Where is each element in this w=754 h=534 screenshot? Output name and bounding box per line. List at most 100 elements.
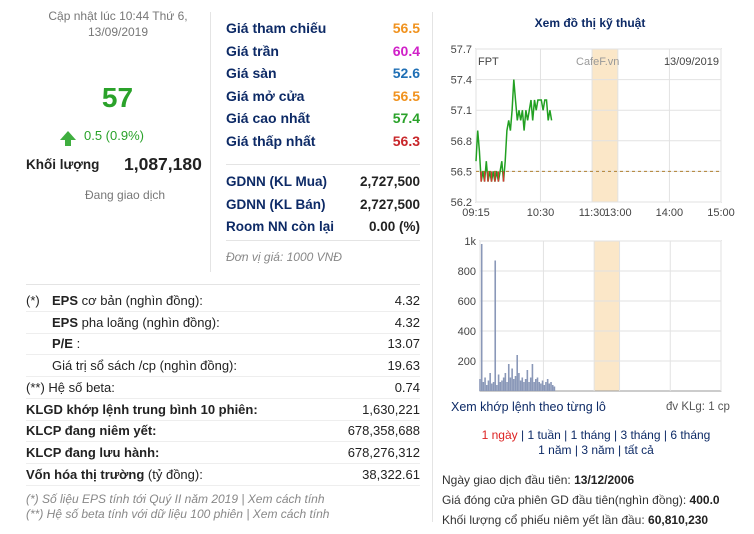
ref-price-label: Giá mở cửa — [226, 87, 305, 104]
fundamental-value: 38,322.61 — [362, 466, 420, 482]
ref-price-label: Giá tham chiếu — [226, 20, 327, 36]
divider — [432, 12, 433, 522]
volume-value: 1,087,180 — [124, 154, 202, 174]
fundamental-prefix: (**) — [26, 379, 45, 395]
price-tick-label: 56.2 — [451, 197, 472, 209]
divider — [210, 12, 211, 272]
period-link[interactable]: 3 tháng — [620, 428, 661, 442]
technical-chart-link[interactable]: Xem đồ thị kỹ thuật — [534, 16, 646, 30]
fundamental-label-text: : — [72, 336, 81, 352]
period-link[interactable]: tất cả — [624, 443, 654, 457]
fundamental-value: 678,276,312 — [347, 444, 420, 460]
time-tick-label: 09:15 — [462, 207, 490, 219]
fundamental-value: 4.32 — [394, 314, 420, 330]
separator — [26, 284, 420, 285]
period-separator: | — [660, 428, 671, 442]
first-close-value: 400.0 — [689, 493, 720, 507]
period-link[interactable]: 1 ngày — [481, 428, 518, 442]
ref-price-value: 60.4 — [392, 42, 420, 59]
foreign-label: GDNN (KL Bán) — [226, 196, 326, 212]
ref-price-value: 56.5 — [392, 20, 420, 36]
foreign-row: GDNN (KL Bán) 2,727,500 — [226, 195, 420, 218]
current-price: 57 — [101, 82, 134, 113]
footnote-beta[interactable]: (**) Hệ số beta tính với dữ liệu 100 phi… — [26, 507, 330, 521]
foreign-trading: GDNN (KL Mua) 2,727,500 GDNN (KL Bán) 2,727… — [226, 172, 420, 240]
fundamental-label-text: (tỷ đồng): — [144, 466, 203, 482]
fundamental-value: 4.32 — [394, 293, 420, 308]
volume-chart: 1k 800 600 400 200 — [458, 236, 722, 392]
time-tick-label: 13:00 — [604, 207, 632, 219]
separator — [226, 240, 420, 241]
foreign-label: GDNN (KL Mua) — [226, 174, 327, 189]
period-link[interactable]: 1 tuần — [527, 428, 561, 442]
fundamental-row: P/E : 13.07 — [26, 333, 420, 356]
fundamental-label-text: Hệ số beta: — [44, 379, 115, 395]
first-close-label: Giá đóng cửa phiên GD đầu tiên(nghìn đồn… — [442, 493, 687, 507]
fundamental-label-text: pha loãng (nghìn đồng): — [78, 314, 220, 330]
period-separator: | — [571, 443, 582, 457]
fundamental-label: Giá trị sổ sách /cp (nghìn đồng): — [26, 358, 237, 373]
ref-price-row: Giá sàn 52.6 — [226, 63, 420, 86]
fundamental-label: KLCP đang lưu hành: — [26, 445, 159, 460]
footnote-eps[interactable]: (*) Số liệu EPS tính tới Quý II năm 2019… — [26, 492, 325, 506]
ref-price-value: 57.4 — [392, 110, 420, 126]
foreign-value: 2,727,500 — [359, 174, 420, 189]
trading-status: Đang giao dịch — [85, 188, 166, 202]
fundamental-row: Giá trị sổ sách /cp (nghìn đồng): 19.63 — [26, 355, 420, 378]
fundamental-row: (**) Hệ số beta: 0.74 — [26, 377, 420, 399]
price-tick-label: 57.7 — [451, 44, 472, 56]
volume-unit: đv KLg: 1 cp — [666, 401, 730, 413]
period-link[interactable]: 1 tháng — [570, 428, 611, 442]
fundamental-row: KLCP đang niêm yết: 678,358,688 — [26, 420, 420, 443]
fundamental-label-bold: KLGD khớp lệnh trung bình 10 phiên: — [26, 401, 258, 417]
ref-price-value: 56.5 — [392, 87, 420, 104]
fundamental-label-text: cơ bản (nghìn đồng): — [78, 293, 203, 308]
first-close-price: Giá đóng cửa phiên GD đầu tiên(nghìn đồn… — [442, 493, 720, 507]
fundamental-value: 19.63 — [387, 358, 420, 374]
ref-price-row: Giá tham chiếu 56.5 — [226, 18, 420, 41]
fundamental-row: EPS pha loãng (nghìn đồng): 4.32 — [26, 312, 420, 334]
fundamental-label: (*) EPS cơ bản (nghìn đồng): — [26, 293, 203, 308]
period-link[interactable]: 3 năm — [581, 443, 615, 457]
volume-tick-label: 600 — [458, 296, 476, 308]
period-link[interactable]: 6 tháng — [670, 428, 711, 442]
ref-price-label: Giá sàn — [226, 65, 277, 81]
first-listed-volume: Khối lượng cổ phiếu niêm yết lần đầu: 60… — [442, 513, 708, 527]
fundamental-label-bold: Vốn hóa thị trường — [26, 466, 145, 482]
fundamental-label-bold: KLCP đang niêm yết: — [26, 423, 157, 439]
intraday-matching-link[interactable]: Xem khớp lệnh theo từng lô — [451, 400, 606, 414]
fundamental-label: KLCP đang niêm yết: — [26, 423, 157, 438]
fundamental-label-bold: KLCP đang lưu hành: — [26, 444, 160, 460]
first-trade-date: Ngày giao dịch đầu tiên: 13/12/2006 — [442, 473, 634, 487]
lunch-break-band — [592, 49, 618, 202]
volume-tick-label: 1k — [464, 236, 476, 248]
fundamental-label-bold: P/E — [52, 336, 73, 352]
foreign-row: Room NN còn lại 0.00 (%) — [226, 217, 420, 240]
price-tick-label: 57.1 — [451, 105, 472, 117]
period-link[interactable]: 1 năm — [538, 443, 572, 457]
fundamental-label-bold: EPS — [52, 314, 79, 330]
foreign-row: GDNN (KL Mua) 2,727,500 — [226, 172, 420, 195]
period-selector: 1 ngày | 1 tuần | 1 tháng | 3 tháng | 6 … — [476, 428, 716, 458]
ticker-label: FPT — [478, 56, 499, 68]
fundamental-row: KLCP đang lưu hành: 678,276,312 — [26, 442, 420, 464]
foreign-label: Room NN còn lại — [226, 219, 335, 234]
fundamental-label: EPS pha loãng (nghìn đồng): — [26, 315, 220, 330]
price-tick-label: 57.4 — [451, 75, 472, 87]
time-tick-label: 14:00 — [656, 207, 684, 219]
fundamental-label-bold: EPS — [52, 293, 79, 308]
fundamental-row: (*) EPS cơ bản (nghìn đồng): 4.32 — [26, 290, 420, 312]
watermark: CafeF.vn — [576, 56, 619, 68]
price-chart: 57.757.457.156.856.556.209:15 10:30 11:301… — [451, 44, 735, 219]
ref-price-row: Giá thấp nhất 56.3 — [226, 131, 420, 154]
time-tick-label: 11:30 — [579, 207, 606, 219]
first-trade-value: 13/12/2006 — [574, 473, 635, 487]
ref-price-row: Giá mở cửa 56.5 — [226, 86, 420, 109]
separator — [226, 164, 420, 165]
volume-tick-label: 200 — [458, 356, 476, 368]
fundamental-label: P/E : — [26, 336, 80, 351]
period-separator: | — [610, 428, 621, 442]
time-tick-label: 15:00 — [707, 207, 735, 219]
fundamental-row: Vốn hóa thị trường (tỷ đồng): 38,322.61 — [26, 464, 420, 486]
price-tick-label: 56.5 — [451, 166, 472, 178]
